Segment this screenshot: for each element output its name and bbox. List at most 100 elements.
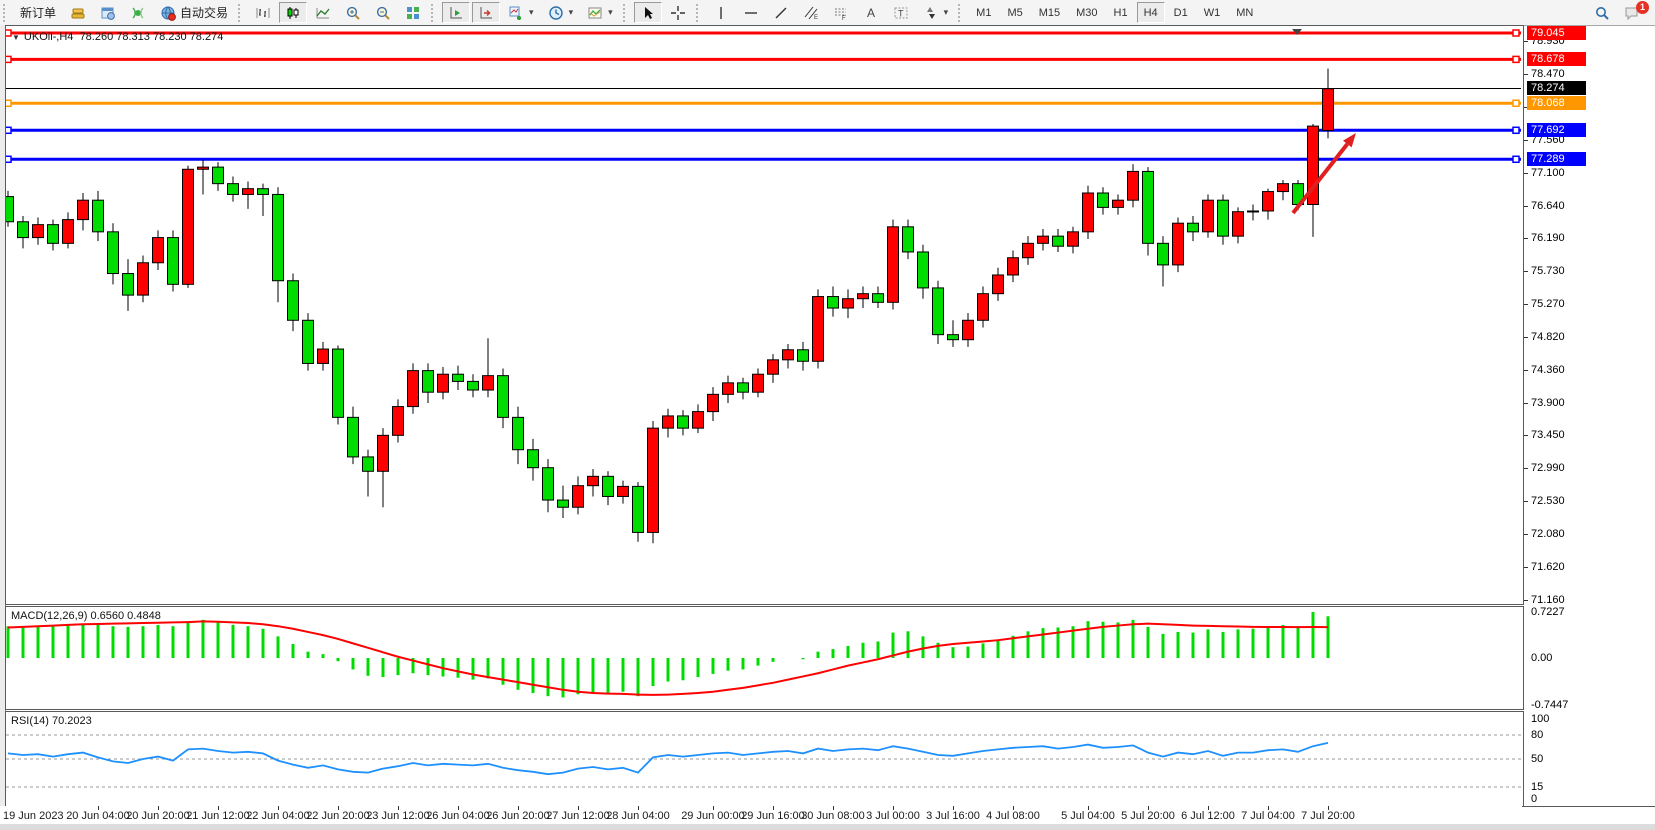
candle (557, 499, 569, 508)
candle (977, 293, 989, 321)
auto-scroll-button[interactable] (442, 2, 471, 23)
price-axis-label: 78.470 (1531, 68, 1565, 81)
price-badge-78.678: 78.678 (1527, 52, 1586, 67)
candle (182, 168, 194, 285)
timeframe-M5[interactable]: M5 (1000, 2, 1029, 23)
hline-handle (4, 55, 12, 64)
time-axis-tick (1013, 806, 1014, 810)
timeframe-M1[interactable]: M1 (969, 2, 998, 23)
candle (1022, 242, 1034, 259)
timeframe-M30[interactable]: M30 (1069, 2, 1104, 23)
macd-panel[interactable] (5, 606, 1524, 710)
text-button[interactable]: A (857, 2, 885, 23)
zoom-out-button[interactable] (369, 2, 397, 23)
bar-chart-button[interactable] (249, 2, 277, 23)
candle (602, 475, 614, 497)
label-button[interactable]: T (887, 2, 915, 23)
toolbar-grip (431, 3, 438, 22)
dropdown-caret-icon: ▾ (608, 7, 613, 17)
deposit-button[interactable] (64, 2, 92, 23)
time-axis-label: 3 Jul 16:00 (926, 810, 980, 822)
candle (107, 231, 119, 275)
new-order-button[interactable]: 新订单 (14, 2, 62, 23)
chart-shift-button[interactable] (472, 2, 501, 23)
cursor-button[interactable] (633, 2, 662, 23)
arrows-button[interactable]: ▾ (917, 2, 955, 23)
crosshair-button[interactable] (664, 2, 692, 23)
horizontal-line-button[interactable] (737, 2, 765, 23)
candle (1157, 242, 1169, 266)
periods-button[interactable]: ▾ (542, 2, 580, 23)
price-chart-panel[interactable] (2, 25, 1524, 605)
timeframe-W1[interactable]: W1 (1197, 2, 1228, 23)
candle (467, 380, 479, 391)
timeframe-MN[interactable]: MN (1229, 2, 1260, 23)
tile-windows-button[interactable] (399, 2, 427, 23)
templates-button[interactable]: ▾ (581, 2, 619, 23)
candle (497, 375, 509, 418)
notifications-button[interactable]: 1 (1618, 1, 1649, 23)
price-axis-label: 72.530 (1531, 495, 1565, 508)
price-axis-tick (1524, 600, 1528, 601)
price-axis-label: 74.820 (1531, 330, 1565, 343)
candle (122, 273, 134, 296)
candlestick-chart-button[interactable] (279, 2, 308, 23)
rsi-label: RSI(14) 70.2023 (11, 715, 92, 727)
candle (527, 449, 539, 469)
candle (797, 349, 809, 362)
candle (362, 456, 374, 472)
time-axis-label: 7 Jul 20:00 (1301, 810, 1355, 822)
trendline-button[interactable] (767, 2, 795, 23)
candle (422, 370, 434, 393)
indicators-icon (508, 5, 524, 21)
price-axis-tick (1524, 107, 1528, 109)
annotation-arrow (1291, 142, 1349, 215)
zoom-in-button[interactable] (339, 2, 367, 23)
time-axis-border (1522, 806, 1655, 807)
time-axis-tick (1268, 806, 1269, 810)
signals-button[interactable] (124, 2, 152, 23)
candle (92, 199, 104, 233)
market-watch-button[interactable] (94, 2, 122, 23)
chart-shift-icon (478, 5, 494, 21)
timeframe-H1[interactable]: H1 (1107, 2, 1135, 23)
timeframe-H4[interactable]: H4 (1136, 2, 1165, 23)
fibonacci-button[interactable]: F (827, 2, 855, 23)
timeframe-group: M1 M5 M15 M30 H1 H4 D1 W1 MN (968, 2, 1261, 23)
candle (872, 293, 884, 303)
chart-menu-icon: ▼ (12, 33, 20, 42)
price-badge-78.068: 78.068 (1527, 96, 1586, 111)
candle (302, 319, 314, 364)
hline-handle (1512, 99, 1520, 108)
price-axis-label: 74.360 (1531, 363, 1565, 376)
rsi-panel[interactable] (5, 711, 1524, 807)
candle (17, 221, 29, 239)
line-chart-button[interactable] (309, 2, 337, 23)
price-axis-label: 75.270 (1531, 298, 1565, 311)
candle (392, 406, 404, 436)
price-axis-label: 71.160 (1531, 594, 1565, 606)
price-axis-label: 78.930 (1531, 35, 1565, 48)
price-axis-tick (1524, 172, 1528, 174)
macd-axis-label: 0.7227 (1531, 606, 1565, 619)
vertical-line-button[interactable] (707, 2, 735, 23)
candle (32, 224, 44, 239)
search-button[interactable] (1588, 2, 1616, 23)
time-axis-label: 30 Jun 08:00 (801, 810, 865, 822)
time-axis-tick (773, 806, 774, 810)
timeframe-D1[interactable]: D1 (1167, 2, 1195, 23)
svg-text:A: A (867, 6, 875, 20)
channel-button[interactable]: E (797, 2, 825, 23)
autotrading-button[interactable]: 自动交易 (154, 2, 234, 23)
candle (707, 393, 719, 413)
candle (287, 280, 299, 321)
indicators-button[interactable]: ▾ (502, 2, 540, 23)
dropdown-caret-icon: ▾ (568, 7, 574, 17)
candle (737, 382, 749, 393)
candle (77, 199, 89, 221)
text-icon: A (863, 5, 879, 21)
candle (1097, 192, 1109, 208)
price-axis-tick (1524, 205, 1528, 207)
timeframe-M15[interactable]: M15 (1032, 2, 1067, 23)
price-axis-tick (1524, 369, 1528, 371)
